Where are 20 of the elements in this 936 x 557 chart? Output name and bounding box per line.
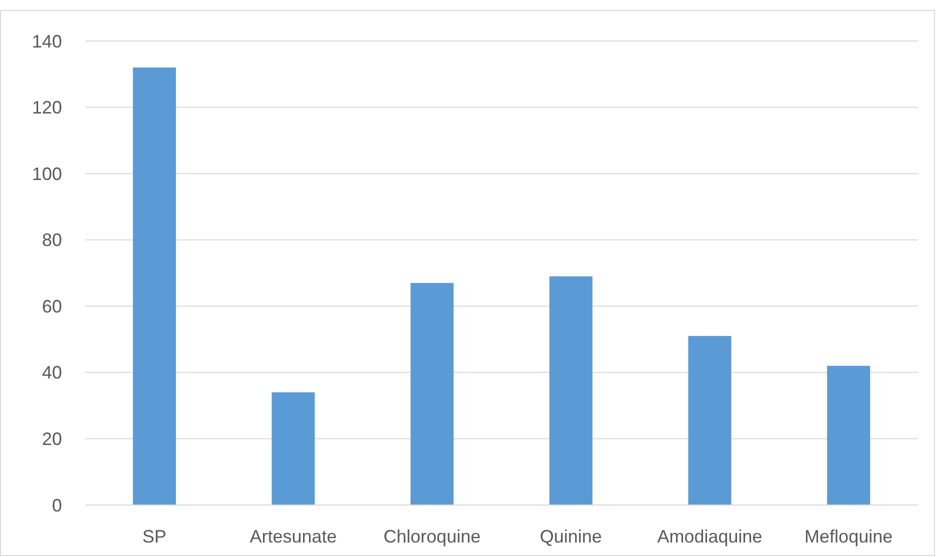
bar (132, 68, 176, 505)
x-tick-label: Amodiaquine (657, 526, 762, 546)
x-tick-label: Quinine (540, 526, 602, 546)
y-tick-label: 80 (42, 230, 62, 250)
x-tick-label: Mefloquine (804, 526, 893, 546)
y-tick-label: 140 (32, 31, 62, 52)
y-tick-label: 40 (42, 362, 62, 383)
x-tick-label: SP (142, 526, 166, 546)
bar (272, 392, 315, 505)
y-tick-label: 100 (32, 164, 62, 184)
x-tick-label: Chloroquine (384, 526, 481, 546)
bar (549, 276, 592, 505)
y-tick-label: 60 (42, 296, 62, 316)
bar (688, 336, 732, 505)
y-tick-label: 120 (32, 98, 62, 118)
x-tick-label: Artesunate (250, 526, 337, 546)
y-tick-label: 0 (52, 495, 62, 516)
bar (410, 282, 454, 505)
y-tick-label: 20 (42, 429, 62, 450)
bar (827, 366, 870, 505)
